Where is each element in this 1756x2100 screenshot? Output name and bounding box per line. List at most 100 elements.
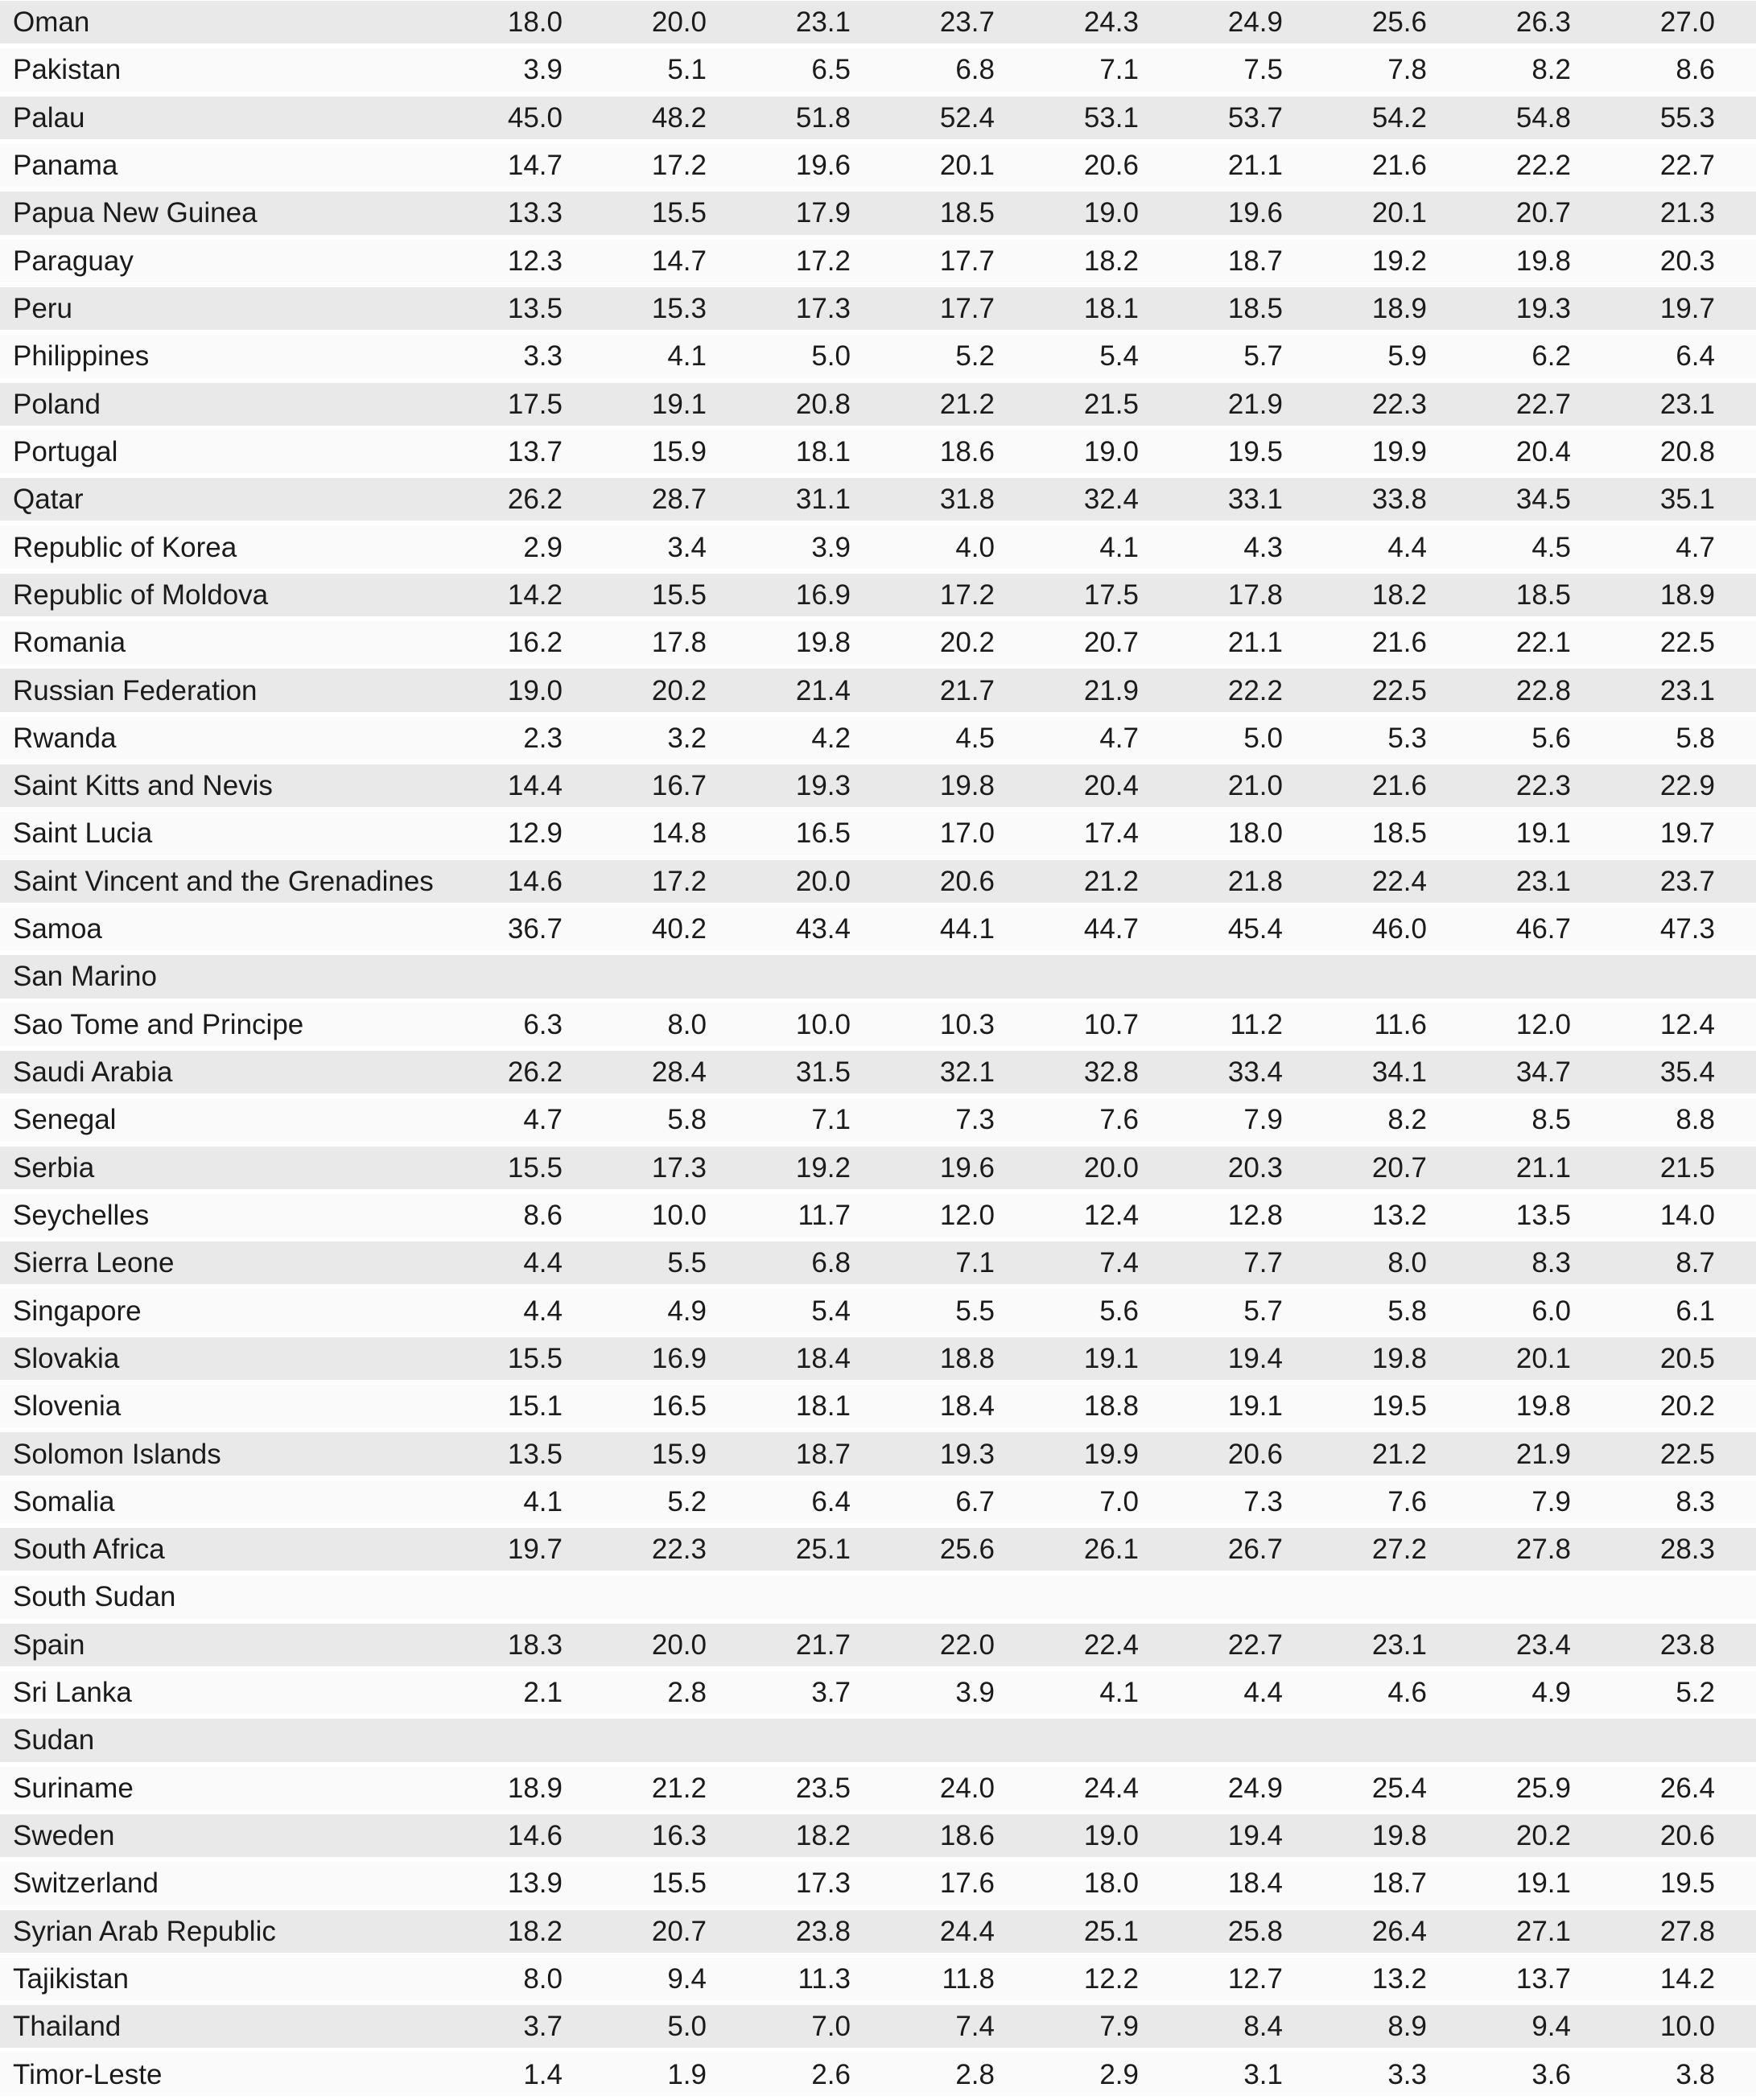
value-cell: 3.9 [523,54,563,86]
value-cell: 48.2 [651,101,707,134]
value-cell: 18.5 [1371,817,1427,850]
country-name-cell: Syrian Arab Republic [13,1915,276,1947]
table-row-band: Timor-Leste 1.4 1.9 2.6 2.8 2.9 3.1 3.3 3.6 3.8 [0,2053,1756,2096]
value-cell: 10.0 [1659,2011,1715,2043]
value-cell: 4.7 [1099,722,1139,754]
value-cell: 22.4 [1083,1629,1139,1661]
value-cell: 22.4 [1371,865,1427,897]
table-row-band: Paraguay 12.3 14.7 17.2 17.7 18.2 18.7 19.2 19.… [0,239,1756,282]
value-cell: 7.6 [1099,1104,1139,1136]
value-cell: 13.2 [1371,1199,1427,1231]
value-cell: 14.0 [1659,1199,1715,1231]
value-cell: 2.9 [1099,2058,1139,2090]
value-cell: 47.3 [1659,913,1715,945]
table-row: Palau 45.0 48.2 51.8 52.4 53.1 53.7 54.2 54.8 55… [0,96,1756,143]
value-cell: 20.3 [1659,245,1715,277]
table-row-band: Oman 18.0 20.0 23.1 23.7 24.3 24.9 25.6 26.3 27.… [0,1,1756,44]
table-row: Slovakia 15.5 16.9 18.4 18.8 19.1 19.4 19.8 20.… [0,1336,1756,1384]
value-cell: 19.0 [1083,197,1139,229]
value-cell: 5.7 [1243,1295,1283,1327]
value-cell: 21.8 [1227,865,1283,897]
value-cell: 32.1 [939,1056,995,1089]
value-cell: 7.8 [1387,54,1427,86]
value-cell: 8.5 [1531,1104,1571,1136]
value-cell: 19.8 [939,770,995,802]
value-cell: 32.8 [1083,1056,1139,1089]
value-cell: 45.4 [1227,913,1283,945]
value-cell: 15.9 [651,435,707,467]
table-row: Sierra Leone 4.4 5.5 6.8 7.1 7.4 7.7 8.0 8.3 8.7 [0,1241,1756,1288]
value-cell: 19.9 [1371,435,1427,467]
value-cell: 24.9 [1227,1772,1283,1804]
value-cell: 2.9 [523,531,563,563]
value-cell: 8.6 [1676,54,1715,86]
value-cell: 23.5 [795,1772,851,1804]
value-cell: 12.9 [507,817,563,850]
value-cell: 22.9 [1659,770,1715,802]
table-row-band: Romania 16.2 17.8 19.8 20.2 20.7 21.1 21.6 22.1… [0,621,1756,665]
value-cell: 19.7 [1659,293,1715,325]
country-name-cell: Solomon Islands [13,1438,221,1470]
value-cell: 22.3 [1515,770,1571,802]
country-name-cell: Singapore [13,1295,142,1327]
value-cell: 32.4 [1083,484,1139,516]
table-row: Philippines 3.3 4.1 5.0 5.2 5.4 5.7 5.9 6.2 6.4 [0,334,1756,381]
value-cell: 19.4 [1227,1342,1283,1374]
value-cell: 19.2 [1371,245,1427,277]
value-cell: 5.1 [667,54,707,86]
value-cell: 13.5 [1515,1199,1571,1231]
value-cell: 26.4 [1371,1915,1427,1947]
value-cell: 20.6 [1659,1820,1715,1852]
table-row: Saint Kitts and Nevis 14.4 16.7 19.3 19.8 20… [0,764,1756,811]
country-name-cell: Qatar [13,484,84,516]
value-cell: 21.1 [1227,150,1283,182]
table-row: Portugal 13.7 15.9 18.1 18.6 19.0 19.5 19.9 20.… [0,430,1756,477]
country-name-cell: Pakistan [13,54,122,86]
value-cell: 4.4 [1243,1677,1283,1709]
value-cell: 26.3 [1515,6,1571,39]
table-row-band: Serbia 15.5 17.3 19.2 19.6 20.0 20.3 20.7 21.1 2… [0,1146,1756,1189]
value-cell: 20.8 [1659,435,1715,467]
country-name-cell: Slovakia [13,1342,120,1374]
value-cell: 4.1 [1099,531,1139,563]
value-cell: 2.3 [523,722,563,754]
value-cell: 5.2 [1676,1677,1715,1709]
value-cell: 6.0 [1531,1295,1571,1327]
value-cell: 4.5 [955,722,995,754]
value-cell: 12.4 [1659,1008,1715,1040]
country-name-cell: Saint Lucia [13,817,153,850]
value-cell: 35.1 [1659,484,1715,516]
value-cell: 12.8 [1227,1199,1283,1231]
value-cell: 14.7 [507,150,563,182]
value-cell: 44.1 [939,913,995,945]
value-cell: 9.4 [1531,2011,1571,2043]
value-cell: 7.7 [1243,1247,1283,1279]
table-row: Singapore 4.4 4.9 5.4 5.5 5.6 5.7 5.8 6.0 6.1 [0,1288,1756,1336]
value-cell: 3.1 [1243,2058,1283,2090]
value-cell: 26.7 [1227,1534,1283,1566]
value-cell: 18.4 [795,1342,851,1374]
value-cell: 7.0 [1099,1485,1139,1517]
value-cell: 21.1 [1227,627,1283,659]
value-cell: 27.8 [1659,1915,1715,1947]
value-cell: 7.1 [955,1247,995,1279]
value-cell: 25.6 [939,1534,995,1566]
table-row: Saint Vincent and the Grenadines 14.6 17.… [0,859,1756,907]
value-cell: 25.9 [1515,1772,1571,1804]
table-row-band: Seychelles 8.6 10.0 11.7 12.0 12.4 12.8 13.2 13… [0,1193,1756,1237]
value-cell: 28.3 [1659,1534,1715,1566]
value-cell: 35.4 [1659,1056,1715,1089]
value-cell: 7.1 [811,1104,851,1136]
value-cell: 21.9 [1515,1438,1571,1470]
value-cell: 3.6 [1531,2058,1571,2090]
value-cell: 19.4 [1227,1820,1283,1852]
value-cell: 6.5 [811,54,851,86]
value-cell: 17.5 [1083,579,1139,611]
value-cell: 4.4 [523,1247,563,1279]
country-name-cell: Papua New Guinea [13,197,258,229]
value-cell: 18.2 [1371,579,1427,611]
value-cell: 15.5 [651,197,707,229]
value-cell: 16.5 [651,1390,707,1423]
value-cell: 21.6 [1371,770,1427,802]
value-cell: 33.4 [1227,1056,1283,1089]
